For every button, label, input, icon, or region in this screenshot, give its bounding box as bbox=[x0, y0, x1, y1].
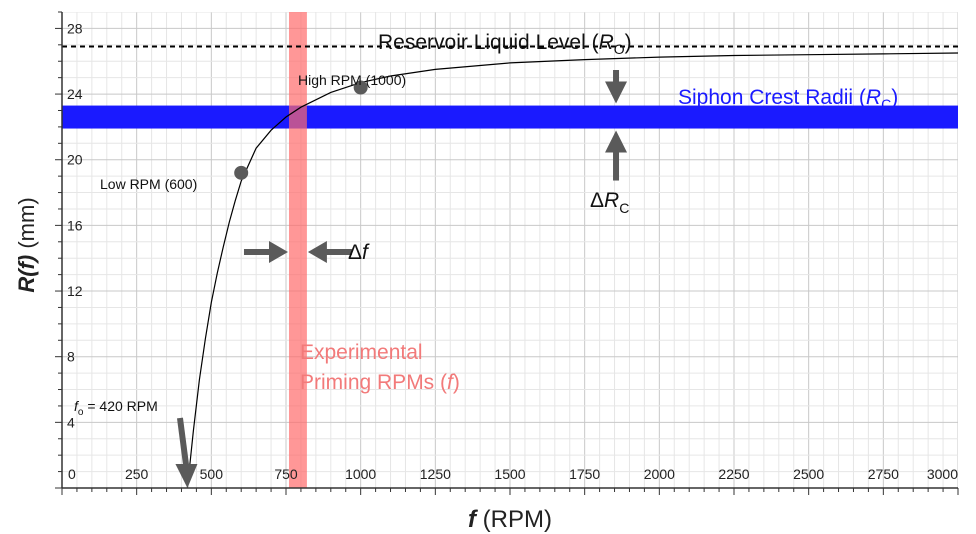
x-tick-label: 3000 bbox=[927, 466, 958, 482]
delta-f-arrow-left-head bbox=[268, 241, 288, 263]
y-tick-label: 20 bbox=[67, 152, 83, 168]
x-tick-label: 2000 bbox=[644, 466, 675, 482]
priming-label-line2: Priming RPMs (f) bbox=[300, 371, 460, 394]
x-tick-label: 1750 bbox=[569, 466, 600, 482]
priming-label-line1: Experimental bbox=[300, 341, 423, 364]
tick-labels: 0 250 500 750 1000 1250 1500 1750 2000 2250 2500 27… bbox=[67, 20, 958, 482]
x-tick-label: 2250 bbox=[718, 466, 749, 482]
data-point-0 bbox=[234, 165, 249, 180]
x-tick-label: 0 bbox=[68, 466, 76, 482]
delta-f-label: Δf bbox=[348, 241, 370, 264]
x-tick-label: 500 bbox=[200, 466, 224, 482]
x-tick-label: 1000 bbox=[345, 466, 376, 482]
fo-arrow-head bbox=[175, 464, 198, 488]
series-line bbox=[186, 52, 958, 488]
annotations bbox=[175, 70, 628, 488]
y-tick-label: 12 bbox=[67, 283, 83, 299]
x-tick-label: 1250 bbox=[420, 466, 451, 482]
siphon-crest-band bbox=[62, 105, 958, 129]
y-tick-label: 28 bbox=[67, 20, 83, 36]
point-label-low-rpm: Low RPM (600) bbox=[100, 176, 197, 192]
grid bbox=[62, 12, 958, 488]
y-axis-label: R(f) (mm) bbox=[14, 197, 39, 292]
axes bbox=[55, 11, 959, 495]
reservoir-level-label: Reservoir Liquid Level (RO) bbox=[378, 31, 632, 57]
delta-f-arrow-left-shaft bbox=[243, 249, 272, 255]
delta-rc-arrow-bottom-shaft bbox=[613, 150, 620, 181]
x-axis-label: f (RPM) bbox=[468, 506, 552, 533]
y-tick-label: 4 bbox=[67, 414, 75, 430]
fo-arrow-shaft bbox=[176, 417, 190, 469]
delta-f-arrow-right-shaft bbox=[323, 249, 352, 255]
data-point-1 bbox=[353, 80, 368, 95]
fo-label: fo = 420 RPM bbox=[74, 398, 158, 418]
delta-rc-arrow-top-shaft bbox=[613, 70, 620, 84]
y-tick-label: 24 bbox=[67, 86, 83, 102]
x-tick-label: 250 bbox=[125, 466, 149, 482]
point-label-high-rpm: High RPM (1000) bbox=[298, 72, 406, 88]
siphon-crest-label: Siphon Crest Radii (RC) bbox=[678, 86, 898, 112]
bands bbox=[62, 12, 958, 488]
delta-rc-label: ΔRC bbox=[590, 189, 629, 216]
series bbox=[62, 45, 958, 488]
x-tick-label: 1500 bbox=[494, 466, 525, 482]
y-tick-label: 16 bbox=[67, 217, 83, 233]
x-tick-label: 2750 bbox=[868, 466, 899, 482]
delta-rc-arrow-top-head bbox=[605, 81, 628, 104]
x-tick-label: 750 bbox=[274, 466, 298, 482]
priming-rpm-band bbox=[288, 12, 307, 488]
delta-rc-arrow-bottom-head bbox=[605, 130, 628, 153]
delta-f-arrow-right-head bbox=[307, 241, 327, 263]
y-tick-label: 8 bbox=[67, 349, 75, 365]
x-tick-label: 2500 bbox=[793, 466, 824, 482]
